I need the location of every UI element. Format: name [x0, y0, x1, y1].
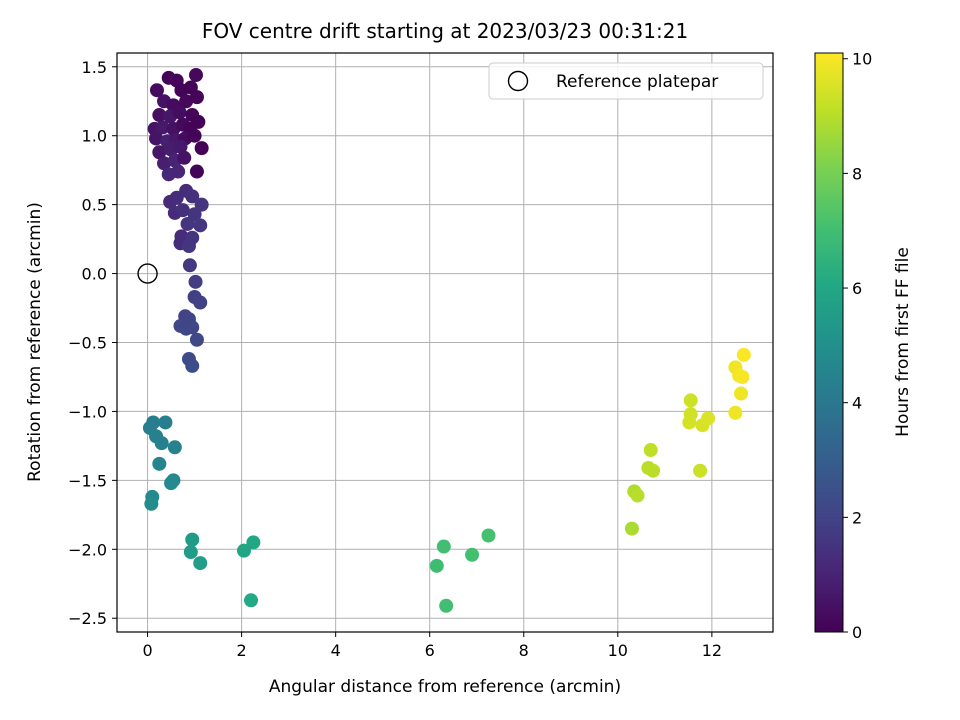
data-point [244, 593, 259, 608]
data-point [173, 139, 188, 154]
data-point [465, 547, 480, 562]
colorbar-gradient [814, 52, 844, 633]
grid-lines [117, 53, 773, 632]
colorbar-ticks: 0 2 4 6 8 10 [843, 50, 872, 642]
data-point [154, 436, 169, 451]
colorbar-tick-label: 10 [852, 50, 872, 69]
y-tick-label: −1.0 [68, 402, 107, 421]
data-point [429, 558, 444, 573]
data-point [181, 239, 196, 253]
x-tick-label: 6 [425, 641, 435, 660]
data-point [683, 393, 698, 408]
data-point [188, 274, 203, 289]
data-point [180, 216, 195, 231]
reference-platepar-marker [137, 263, 158, 284]
data-point [175, 203, 190, 218]
data-point [701, 411, 716, 426]
data-point [164, 476, 179, 491]
y-tick-label: 0.5 [82, 196, 107, 215]
x-axis-label: Angular distance from reference (arcmin) [269, 677, 621, 697]
data-point [436, 539, 451, 554]
y-tick-label: −2.5 [68, 609, 107, 628]
y-tick-label: −1.5 [68, 471, 107, 490]
legend-marker-reference [507, 70, 529, 92]
colorbar-tick-label: 8 [852, 164, 862, 183]
data-point [193, 295, 208, 310]
data-point [187, 207, 202, 222]
data-point [167, 440, 182, 455]
data-point [152, 456, 167, 471]
x-tick-label: 10 [608, 641, 628, 660]
colorbar-label: Hours from first FF file [893, 247, 913, 437]
data-point [734, 386, 749, 401]
data-point [157, 156, 172, 171]
legend-label-reference: Reference platepar [556, 72, 718, 92]
x-tick-label: 4 [331, 641, 341, 660]
x-tick-label: 12 [702, 641, 722, 660]
chart-title: FOV centre drift starting at 2023/03/23 … [202, 19, 688, 43]
data-point [172, 105, 187, 120]
y-tick-label: −0.5 [68, 334, 107, 353]
x-tick-label: 2 [237, 641, 247, 660]
data-point [194, 141, 209, 156]
colorbar-tick-label: 0 [852, 623, 862, 642]
data-point [179, 94, 194, 109]
data-point [149, 131, 164, 146]
data-points [137, 68, 751, 613]
data-point [187, 128, 202, 143]
data-point [728, 405, 743, 420]
data-point [177, 150, 192, 165]
x-tick-label: 8 [519, 641, 529, 660]
legend-box [488, 62, 764, 100]
data-point [646, 463, 661, 478]
data-point [169, 190, 184, 205]
data-point [189, 90, 204, 105]
data-point [693, 463, 708, 478]
y-tick-label: 1.0 [82, 127, 107, 146]
data-point [630, 488, 645, 503]
data-point [189, 332, 204, 347]
data-point [155, 120, 170, 135]
data-point [152, 108, 167, 123]
y-tick-label: 1.5 [82, 58, 107, 77]
data-point [736, 347, 751, 362]
data-point [183, 545, 198, 560]
data-point [189, 164, 204, 179]
data-point [185, 320, 200, 335]
data-point [236, 543, 251, 558]
data-point [149, 83, 164, 98]
data-point [624, 521, 639, 536]
data-point [185, 358, 200, 373]
data-point [194, 197, 209, 212]
colorbar-tick-label: 4 [852, 394, 862, 413]
data-point [643, 443, 658, 458]
y-tick-label: −2.0 [68, 540, 107, 559]
data-point [439, 598, 454, 613]
data-point [185, 532, 200, 547]
data-point [158, 415, 173, 430]
colorbar-tick-label: 6 [852, 279, 862, 298]
x-axis: 0 2 4 6 8 10 12 [142, 632, 722, 660]
data-point [171, 164, 186, 179]
data-point [246, 535, 261, 550]
data-point [193, 218, 208, 233]
colorbar-tick-label: 2 [852, 508, 862, 527]
colorbar: 0 2 4 6 8 10 Hours from first FF file [814, 50, 913, 642]
data-point [189, 68, 204, 83]
y-tick-label: 0.0 [82, 265, 107, 284]
data-point [144, 496, 159, 511]
x-tick-label: 0 [142, 641, 152, 660]
data-point [735, 369, 750, 384]
data-point [182, 258, 197, 273]
data-point [185, 189, 200, 204]
legend: Reference platepar [488, 62, 764, 100]
data-point [193, 556, 208, 571]
y-axis-label: Rotation from reference (arcmin) [25, 202, 45, 482]
y-axis: −2.5 −2.0 −1.5 −1.0 −0.5 0.0 0.5 1.0 1.5 [68, 58, 117, 628]
data-point [682, 415, 697, 430]
data-point [152, 145, 167, 160]
data-point [481, 528, 496, 543]
